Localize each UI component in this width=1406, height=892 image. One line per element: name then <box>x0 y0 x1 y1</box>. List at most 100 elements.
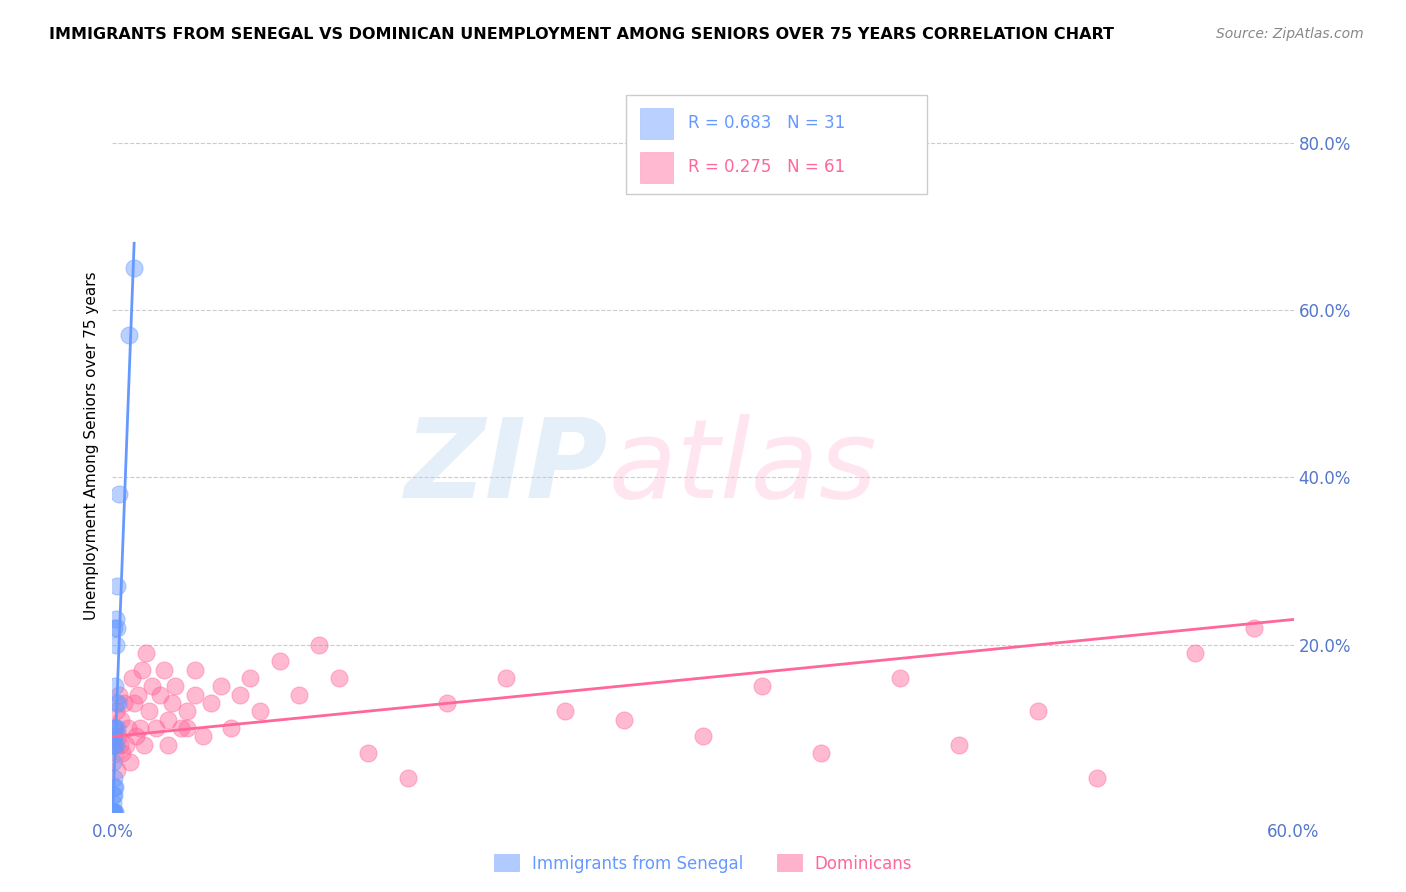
Point <box>239 671 262 685</box>
Point <box>209 679 232 693</box>
Point <box>107 696 129 710</box>
Point <box>104 679 127 693</box>
Point <box>103 755 125 769</box>
Point <box>1026 705 1049 719</box>
Point <box>118 328 141 343</box>
Point <box>104 721 127 735</box>
FancyBboxPatch shape <box>626 95 928 194</box>
Point <box>160 696 183 710</box>
Text: ZIP: ZIP <box>405 415 609 522</box>
Point <box>104 780 127 794</box>
Point <box>125 730 148 744</box>
Point <box>165 679 187 693</box>
Text: Source: ZipAtlas.com: Source: ZipAtlas.com <box>1216 27 1364 41</box>
Point <box>156 713 179 727</box>
Point <box>103 805 125 819</box>
Point <box>131 663 153 677</box>
Point <box>107 730 129 744</box>
Point <box>396 772 419 786</box>
Text: R = 0.275   N = 61: R = 0.275 N = 61 <box>688 158 845 176</box>
Point <box>219 721 242 735</box>
Point <box>120 755 142 769</box>
Point <box>170 721 193 735</box>
Point <box>103 721 125 735</box>
Point <box>751 679 773 693</box>
Point <box>156 738 179 752</box>
Point <box>269 654 291 668</box>
Point <box>249 705 271 719</box>
Point <box>122 261 145 276</box>
Point <box>105 621 128 635</box>
Point <box>692 730 714 744</box>
Point <box>554 705 576 719</box>
Point <box>103 805 125 819</box>
Point <box>107 721 129 735</box>
Point <box>328 671 350 685</box>
Point <box>288 688 311 702</box>
Point <box>308 638 330 652</box>
Point <box>495 671 517 685</box>
Point <box>184 663 207 677</box>
Point <box>357 746 380 760</box>
Point <box>810 746 832 760</box>
Point <box>103 738 125 752</box>
Point <box>103 621 125 635</box>
Point <box>152 663 174 677</box>
Point <box>1085 772 1108 786</box>
Point <box>105 638 128 652</box>
Point <box>105 738 128 752</box>
Point <box>135 646 157 660</box>
Point <box>149 688 172 702</box>
Point <box>117 721 139 735</box>
Point <box>145 721 167 735</box>
Point <box>176 705 198 719</box>
Point <box>948 738 970 752</box>
Point <box>108 688 131 702</box>
Point <box>141 679 163 693</box>
Point <box>103 805 125 819</box>
Point <box>889 671 911 685</box>
Point <box>110 713 132 727</box>
Point <box>112 696 135 710</box>
Point <box>229 688 252 702</box>
Point <box>103 772 125 786</box>
Point <box>613 713 636 727</box>
Point <box>1243 621 1265 635</box>
Point <box>103 780 125 794</box>
Point <box>103 805 125 819</box>
Point <box>122 696 145 710</box>
Text: IMMIGRANTS FROM SENEGAL VS DOMINICAN UNEMPLOYMENT AMONG SENIORS OVER 75 YEARS CO: IMMIGRANTS FROM SENEGAL VS DOMINICAN UNE… <box>49 27 1114 42</box>
Text: atlas: atlas <box>609 415 877 522</box>
Y-axis label: Unemployment Among Seniors over 75 years: Unemployment Among Seniors over 75 years <box>83 272 98 620</box>
Point <box>103 730 125 744</box>
Point <box>104 805 127 819</box>
Point <box>191 730 214 744</box>
Bar <box>640 152 673 183</box>
Point <box>132 738 155 752</box>
Point <box>105 612 128 626</box>
Point <box>436 696 458 710</box>
Point <box>121 671 143 685</box>
Point <box>110 738 132 752</box>
Point <box>111 746 134 760</box>
Point <box>1184 646 1206 660</box>
Point <box>107 763 129 777</box>
Point <box>176 721 198 735</box>
Point <box>107 579 129 593</box>
Point <box>103 788 125 802</box>
Point <box>103 797 125 811</box>
Point <box>103 738 125 752</box>
Point <box>104 746 127 760</box>
Point <box>105 696 128 710</box>
Point <box>184 688 207 702</box>
Point <box>127 688 149 702</box>
Bar <box>640 108 673 139</box>
Point <box>103 721 125 735</box>
Point <box>105 705 128 719</box>
Point <box>108 487 131 501</box>
Point <box>200 696 222 710</box>
Point <box>115 738 138 752</box>
Point <box>129 721 152 735</box>
Point <box>103 805 125 819</box>
Legend: Immigrants from Senegal, Dominicans: Immigrants from Senegal, Dominicans <box>486 847 920 880</box>
